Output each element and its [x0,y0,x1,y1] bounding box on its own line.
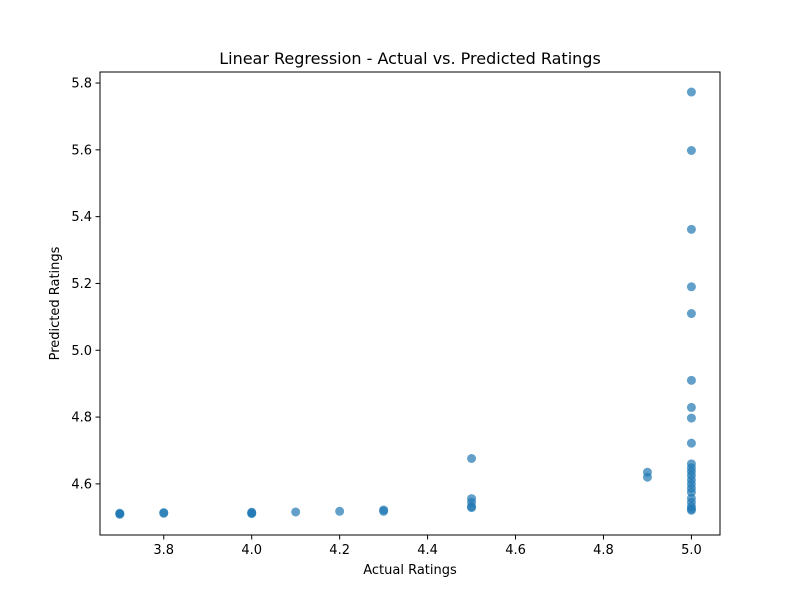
x-axis-label: Actual Ratings [363,563,457,578]
data-point [686,438,696,448]
x-tick-label: 4.0 [241,543,262,558]
y-tick-label: 4.6 [71,477,92,492]
x-tick-label: 4.4 [417,543,438,558]
data-point [291,507,301,517]
data-point [686,459,696,469]
data-point [467,454,477,464]
x-tick-label: 3.8 [153,543,174,558]
data-points [115,87,696,519]
data-point [115,508,125,518]
data-point [686,146,696,156]
data-point [159,508,169,518]
y-tick-label: 4.8 [71,411,92,426]
y-axis-label: Predicted Ratings [48,246,63,360]
y-tick-label: 5.6 [71,143,92,158]
data-point [686,402,696,412]
y-tick-label: 5.0 [71,344,92,359]
data-point [686,87,696,97]
x-tick-label: 5.0 [681,543,702,558]
plot-frame [99,71,721,536]
x-tick-label: 4.2 [329,543,350,558]
y-tick-label: 5.2 [71,277,92,292]
chart-title: Linear Regression - Actual vs. Predicted… [219,49,601,68]
data-point [642,467,652,477]
data-point [686,282,696,292]
y-tick-label: 5.4 [71,210,92,225]
y-tick-label: 5.8 [71,77,92,92]
data-point [467,494,477,504]
data-point [686,413,696,423]
data-point [686,224,696,234]
data-point [686,309,696,319]
plot-background [100,72,720,535]
x-tick-label: 4.6 [505,543,526,558]
data-point [379,505,389,515]
x-axis-ticks: 3.8 4.0 4.2 4.4 4.6 4.8 5.0 [153,535,702,558]
y-axis-ticks: 4.6 4.8 5.0 5.2 5.4 5.6 5.8 [71,77,100,492]
data-point [335,506,345,516]
data-point [686,375,696,385]
x-tick-label: 4.8 [593,543,614,558]
data-point [247,507,257,517]
